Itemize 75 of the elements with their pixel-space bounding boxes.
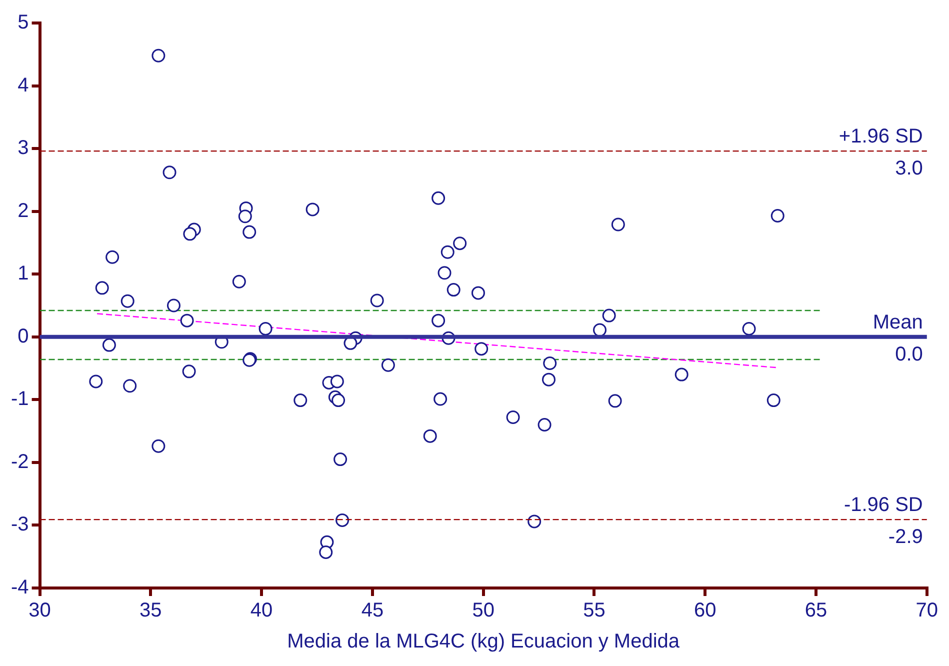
point xyxy=(471,286,485,300)
ref-line-label: -1.96 SD xyxy=(844,494,923,516)
y-tick-label: -3 xyxy=(10,514,29,536)
point xyxy=(438,266,452,280)
point xyxy=(434,392,448,406)
point xyxy=(593,323,607,337)
point xyxy=(742,322,756,336)
y-tick-label: -1 xyxy=(10,388,29,410)
point xyxy=(381,358,395,372)
x-tick-label: 30 xyxy=(28,600,51,622)
point xyxy=(474,342,488,356)
point xyxy=(294,394,308,408)
point xyxy=(423,429,437,443)
point xyxy=(238,210,252,224)
point xyxy=(332,394,346,408)
point xyxy=(766,394,780,408)
y-tick-label: 2 xyxy=(18,200,29,222)
point xyxy=(330,374,344,388)
point xyxy=(602,308,616,322)
annotation: 3.0 xyxy=(895,158,923,180)
y-tick-label: 5 xyxy=(18,12,29,34)
point xyxy=(446,283,460,297)
point xyxy=(334,452,348,466)
point xyxy=(180,314,194,328)
x-tick-label: 60 xyxy=(694,600,716,622)
point xyxy=(543,356,557,370)
point xyxy=(123,379,137,393)
point xyxy=(102,338,116,352)
point xyxy=(608,394,622,408)
point xyxy=(232,274,246,288)
point xyxy=(432,314,446,328)
x-tick-label: 50 xyxy=(472,600,494,622)
point xyxy=(162,166,176,180)
point xyxy=(542,372,556,386)
point xyxy=(319,545,333,559)
point xyxy=(183,227,197,241)
point xyxy=(770,208,784,222)
y-tick-label: 0 xyxy=(18,325,29,348)
point xyxy=(152,48,166,62)
point xyxy=(242,225,256,239)
point xyxy=(166,298,180,312)
x-tick-label: 65 xyxy=(804,600,828,622)
y-tick-label: 1 xyxy=(18,262,29,285)
point xyxy=(611,218,625,232)
x-tick-label: 35 xyxy=(140,600,162,622)
x-tick-label: 70 xyxy=(916,600,938,622)
x-axis-title: Media de la MLG4C (kg) Ecuacion y Medida xyxy=(287,630,680,653)
y-tick-label: 3 xyxy=(18,137,29,160)
point xyxy=(528,514,542,528)
point xyxy=(120,294,134,308)
point xyxy=(306,202,320,216)
ref-line-label: +1.96 SD xyxy=(838,126,923,148)
y-tick-label: -2 xyxy=(10,450,29,473)
ref-line-label: Mean xyxy=(872,311,923,334)
point xyxy=(538,418,552,432)
point xyxy=(106,250,120,264)
x-tick-label: 55 xyxy=(583,600,606,622)
y-tick-label: 4 xyxy=(18,74,29,96)
point xyxy=(432,191,446,205)
x-tick-label: 45 xyxy=(361,600,384,622)
x-tick-label: 40 xyxy=(250,600,273,622)
point xyxy=(674,368,688,382)
point xyxy=(453,236,467,250)
point xyxy=(440,245,454,259)
point xyxy=(336,513,350,527)
point xyxy=(258,322,272,336)
point xyxy=(182,364,196,378)
annotation: -2.9 xyxy=(888,526,923,548)
point xyxy=(152,439,166,453)
point xyxy=(89,374,103,388)
y-tick-label: -4 xyxy=(10,576,29,599)
annotation: 0.0 xyxy=(895,343,923,366)
point xyxy=(95,281,109,295)
point xyxy=(370,294,384,308)
point xyxy=(506,410,520,424)
